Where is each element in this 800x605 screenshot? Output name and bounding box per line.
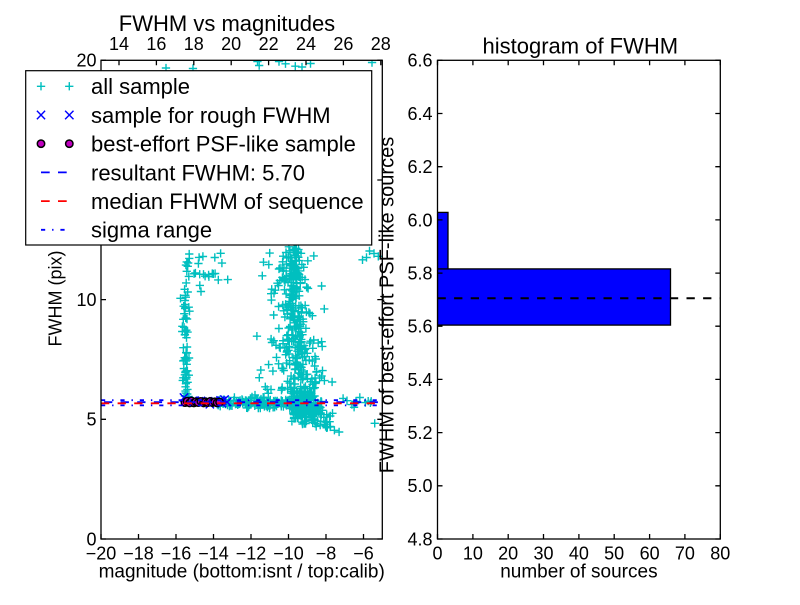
svg-text:40: 40 [569, 544, 589, 564]
svg-text:5.6: 5.6 [407, 317, 432, 337]
svg-text:6.0: 6.0 [407, 210, 432, 230]
svg-text:FWHM of best-effort PSF-like s: FWHM of best-effort PSF-like sources [377, 137, 399, 473]
svg-text:16: 16 [146, 34, 166, 54]
svg-text:5.4: 5.4 [407, 370, 432, 390]
svg-text:4.8: 4.8 [407, 529, 432, 549]
svg-text:60: 60 [640, 544, 660, 564]
svg-text:−18: −18 [123, 544, 154, 564]
svg-text:24: 24 [296, 34, 316, 54]
svg-text:−10: −10 [273, 544, 304, 564]
svg-text:10: 10 [76, 290, 96, 310]
svg-text:22: 22 [259, 34, 279, 54]
svg-text:sample for rough FWHM: sample for rough FWHM [91, 103, 331, 128]
svg-text:magnitude (bottom:isnt / top:c: magnitude (bottom:isnt / top:calib) [99, 562, 385, 583]
svg-text:−8: −8 [316, 544, 337, 564]
svg-text:70: 70 [675, 544, 695, 564]
svg-text:6.4: 6.4 [407, 104, 432, 124]
svg-text:14: 14 [109, 34, 129, 54]
svg-text:−16: −16 [161, 544, 192, 564]
svg-text:6.2: 6.2 [407, 157, 432, 177]
svg-text:−14: −14 [198, 544, 229, 564]
svg-text:5.8: 5.8 [407, 264, 432, 284]
svg-text:6.6: 6.6 [407, 51, 432, 71]
svg-text:0: 0 [86, 529, 96, 549]
svg-text:5.0: 5.0 [407, 476, 432, 496]
svg-text:80: 80 [710, 544, 730, 564]
svg-text:26: 26 [333, 34, 353, 54]
svg-text:number of sources: number of sources [500, 562, 657, 583]
svg-text:resultant FWHM: 5.70: resultant FWHM: 5.70 [91, 160, 305, 185]
svg-text:18: 18 [184, 34, 204, 54]
svg-text:20: 20 [76, 51, 96, 71]
svg-text:10: 10 [463, 544, 483, 564]
svg-text:FWHM (pix): FWHM (pix) [46, 251, 66, 347]
svg-text:28: 28 [371, 34, 391, 54]
svg-text:FWHM vs magnitudes: FWHM vs magnitudes [119, 11, 335, 36]
svg-text:histogram of FWHM: histogram of FWHM [483, 33, 679, 58]
svg-text:20: 20 [221, 34, 241, 54]
svg-text:−6: −6 [353, 544, 374, 564]
svg-text:median FHWM of sequence: median FHWM of sequence [91, 189, 364, 214]
svg-text:best-effort PSF-like sample: best-effort PSF-like sample [91, 132, 356, 157]
svg-text:sigma range: sigma range [91, 218, 212, 243]
svg-text:−20: −20 [86, 544, 117, 564]
svg-text:5: 5 [86, 410, 96, 430]
svg-text:0: 0 [432, 544, 442, 564]
svg-text:30: 30 [533, 544, 553, 564]
svg-text:5.2: 5.2 [407, 423, 432, 443]
svg-text:all sample: all sample [91, 74, 190, 99]
svg-text:50: 50 [604, 544, 624, 564]
svg-text:−12: −12 [236, 544, 267, 564]
svg-text:20: 20 [498, 544, 518, 564]
